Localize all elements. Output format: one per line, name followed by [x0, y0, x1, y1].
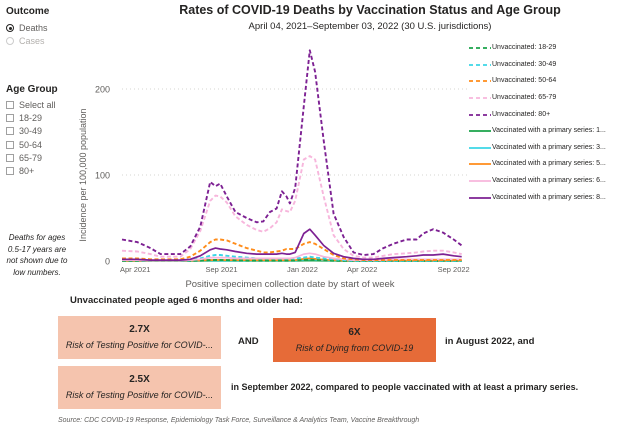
series-line-unvaccinated-50-64[interactable]	[122, 238, 462, 262]
age-option-30-49[interactable]: 30-49	[6, 126, 42, 136]
chart-subtitle: April 04, 2021–September 03, 2022 (30 U.…	[248, 21, 492, 32]
y-axis-title: Incidence per 100,000 population	[78, 108, 88, 241]
legend-item[interactable]: Unvaccinated: 50-64	[468, 73, 622, 90]
solid-line-swatch-icon	[469, 146, 491, 149]
checkbox-icon[interactable]	[6, 153, 14, 162]
card-value: 2.7X	[129, 324, 150, 335]
dashed-line-swatch-icon	[469, 63, 491, 66]
dashed-line-swatch-icon	[469, 47, 491, 50]
line-chart: 0 100 200 Apr 2021 Sep 2021 Jan 2022 Apr 2022…	[78, 49, 470, 290]
dying-card-august: 6X Risk of Dying from COVID-19	[273, 318, 436, 362]
x-tick-label: Jan 2022	[287, 265, 318, 274]
august-text: in August 2022, and	[445, 336, 535, 347]
radio-unselected-icon[interactable]	[6, 37, 14, 45]
legend-item[interactable]: Unvaccinated: 18-29	[468, 40, 622, 57]
legend-label: Unvaccinated: 30-49	[492, 60, 557, 68]
dashed-line-swatch-icon	[469, 113, 491, 116]
radio-selected-icon[interactable]	[6, 24, 14, 32]
legend-label: Vaccinated with a primary series: 5...	[492, 160, 606, 168]
legend-item[interactable]: Vaccinated with a primary series: 1...	[468, 123, 622, 140]
option-label: Select all	[19, 100, 56, 110]
checkbox-icon[interactable]	[6, 166, 14, 175]
legend-label: Vaccinated with a primary series: 1...	[492, 127, 606, 135]
y-tick-label: 100	[95, 171, 110, 181]
chart-legend: Unvaccinated: 18-29 Unvaccinated: 30-49 Un…	[468, 40, 622, 206]
checkbox-icon[interactable]	[6, 140, 14, 149]
y-tick-label: 0	[105, 257, 110, 267]
age-option-50-64[interactable]: 50-64	[6, 140, 42, 150]
option-label: 65-79	[19, 152, 43, 163]
september-text: in September 2022, compared to people va…	[231, 382, 579, 392]
age-option-80-plus[interactable]: 80+	[6, 166, 34, 176]
legend-item[interactable]: Unvaccinated: 30-49	[468, 57, 622, 74]
legend-label: Vaccinated with a primary series: 8...	[492, 193, 606, 201]
checkbox-icon[interactable]	[6, 114, 14, 122]
option-label: 18-29	[19, 113, 43, 123]
age-option-select-all[interactable]: Select all	[6, 100, 56, 110]
x-tick-label: Apr 2021	[120, 265, 150, 274]
card-label: Risk of Dying from COVID-19	[295, 342, 414, 353]
legend-label: Unvaccinated: 80+	[492, 110, 551, 118]
legend-label: Unvaccinated: 18-29	[492, 44, 557, 52]
card-label: Risk of Testing Positive for COVID-...	[65, 340, 214, 350]
and-text: AND	[238, 336, 259, 347]
legend-item[interactable]: Unvaccinated: 65-79	[468, 90, 622, 107]
x-axis-title: Positive specimen collection date by sta…	[185, 279, 394, 290]
legend-label: Unvaccinated: 65-79	[492, 94, 557, 102]
legend-item[interactable]: Vaccinated with a primary series: 6...	[468, 173, 622, 190]
card-label: Risk of Testing Positive for COVID-...	[65, 390, 214, 400]
outcome-slicer-title: Outcome	[6, 6, 50, 17]
legend-label: Vaccinated with a primary series: 6...	[492, 177, 606, 185]
solid-line-swatch-icon	[469, 130, 491, 133]
checkbox-icon[interactable]	[6, 101, 14, 109]
option-label: Cases	[19, 36, 45, 46]
x-tick-label: Sep 2021	[205, 265, 237, 274]
series-line-vaccinated-with-a-primary-series-8[interactable]	[122, 228, 462, 261]
age-note: Deaths for ages 0.5-17 years are not sho…	[6, 233, 68, 277]
solid-line-swatch-icon	[469, 196, 491, 199]
x-tick-label: Apr 2022	[347, 265, 377, 274]
age-group-slicer-title: Age Group	[6, 84, 58, 95]
solid-line-swatch-icon	[469, 180, 491, 182]
y-tick-label: 200	[95, 85, 110, 95]
series-line-unvaccinated-65-79[interactable]	[121, 155, 462, 259]
legend-label: Unvaccinated: 50-64	[492, 77, 557, 85]
outcome-option-cases[interactable]: Cases	[6, 36, 45, 46]
age-option-65-79[interactable]: 65-79	[6, 153, 42, 163]
x-tick-label: Sep 2022	[438, 265, 470, 274]
summary-heading: Unvaccinated people aged 6 months and ol…	[70, 295, 303, 306]
legend-item[interactable]: Vaccinated with a primary series: 3...	[468, 140, 622, 157]
legend-item[interactable]: Unvaccinated: 80+	[468, 106, 622, 123]
legend-item[interactable]: Vaccinated with a primary series: 5...	[468, 156, 622, 173]
dashed-line-swatch-icon	[469, 97, 491, 99]
testing-positive-card-september: 2.5X Risk of Testing Positive for COVID-…	[58, 366, 221, 409]
option-label: 30-49	[19, 126, 43, 136]
checkbox-icon[interactable]	[6, 127, 14, 135]
series-line-unvaccinated-80[interactable]	[121, 49, 463, 256]
source-note: Source: CDC COVID-19 Response, Epidemiol…	[58, 417, 420, 424]
option-label: 50-64	[19, 139, 43, 150]
option-label: 80+	[19, 165, 35, 176]
age-option-18-29[interactable]: 18-29	[6, 113, 42, 123]
outcome-option-deaths[interactable]: Deaths	[6, 23, 48, 33]
testing-positive-card-august: 2.7X Risk of Testing Positive for COVID-…	[58, 316, 221, 359]
legend-label: Vaccinated with a primary series: 3...	[492, 143, 606, 151]
option-label: Deaths	[19, 23, 48, 33]
card-value: 2.5X	[129, 374, 150, 385]
legend-item[interactable]: Vaccinated with a primary series: 8...	[468, 189, 622, 206]
chart-title: Rates of COVID-19 Deaths by Vaccination …	[179, 3, 561, 17]
solid-line-swatch-icon	[469, 163, 491, 166]
dashed-line-swatch-icon	[469, 80, 491, 83]
card-value: 6X	[348, 326, 361, 338]
